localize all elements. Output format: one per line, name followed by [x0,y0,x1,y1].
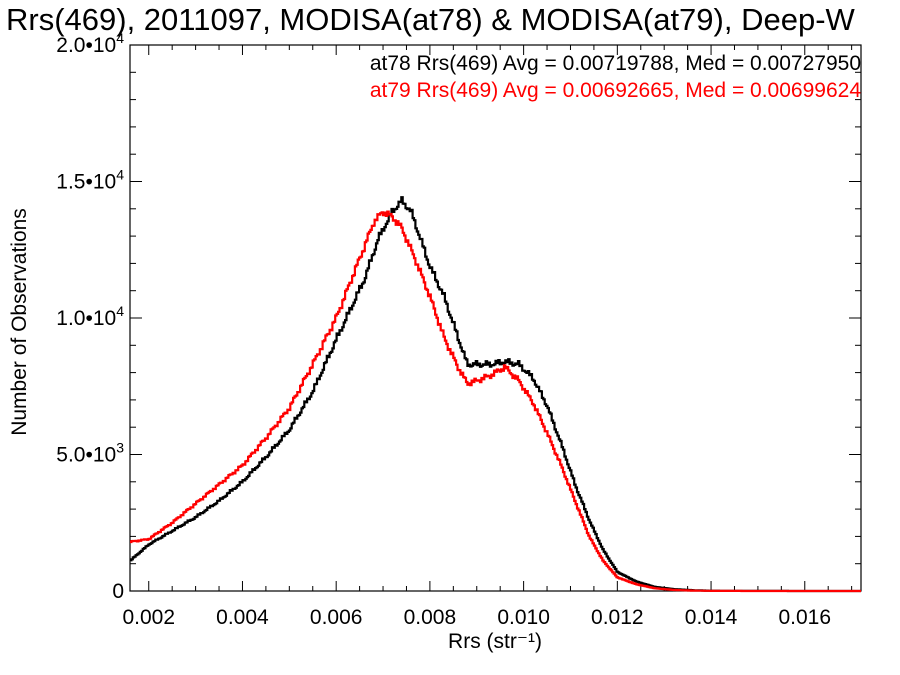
chart-title: Rrs(469), 2011097, MODISA(at78) & MODISA… [6,2,856,37]
histogram-series-line [130,210,861,593]
x-tick-label: 0.012 [591,606,644,629]
y-tick-label: 2.0•104 [56,30,124,57]
legend-annotations: at78 Rrs(469) Avg = 0.00719788, Med = 0.… [370,52,861,102]
x-axis-ticks: 0.002 0.004 0.006 0.008 0.010 0.012 0.014 0.016 [122,45,853,629]
x-tick-label: 0.006 [310,606,363,629]
y-tick-label: 1.0•104 [56,303,124,330]
y-axis-label: Number of Observations [8,208,31,436]
plot-frame [129,44,862,592]
x-tick-label: 0.002 [122,606,175,629]
y-tick-label: 0 [112,580,124,603]
plot-area [129,44,862,592]
y-tick-label: 1.5•104 [56,167,124,194]
y-axis-ticks: 0 5.0•103 1.0•104 1.5•104 2.0•104 [56,30,861,603]
histogram-series-line [130,196,861,593]
series-layer [130,196,861,593]
x-axis-label: Rrs (str⁻¹) [448,630,542,653]
x-tick-label: 0.010 [497,606,550,629]
x-tick-label: 0.016 [778,606,831,629]
x-tick-label: 0.014 [685,606,738,629]
legend-entry: at79 Rrs(469) Avg = 0.00692665, Med = 0.… [370,79,861,102]
y-tick-label: 5.0•103 [56,440,124,467]
legend-entry: at78 Rrs(469) Avg = 0.00719788, Med = 0.… [370,52,861,75]
x-tick-label: 0.008 [404,606,457,629]
x-tick-label: 0.004 [216,606,269,629]
